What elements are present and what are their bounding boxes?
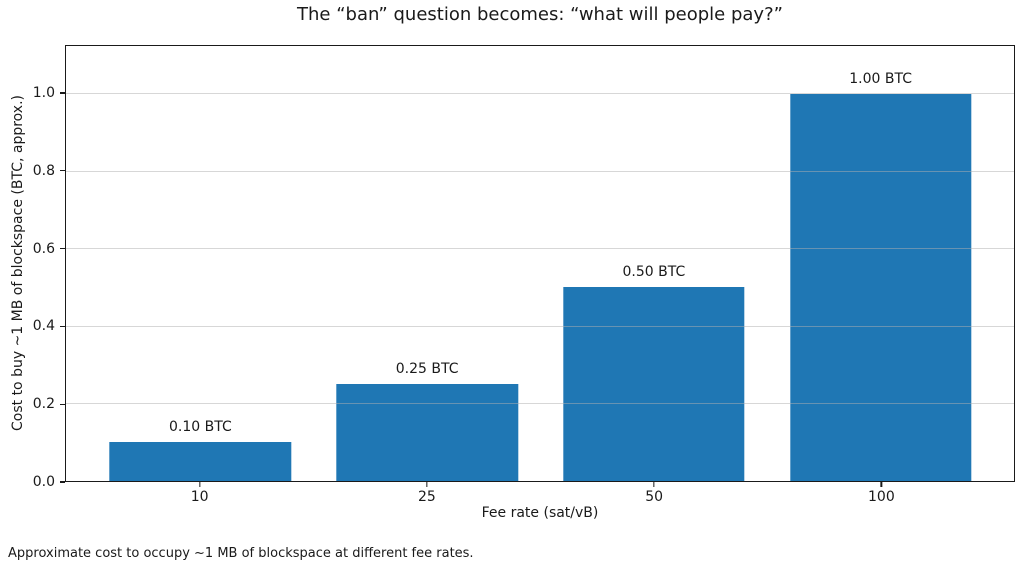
x-axis-label: Fee rate (sat/vB) [481, 505, 599, 521]
y-tick-label: 0.6 [32, 240, 55, 257]
x-tick: 50 [541, 482, 768, 508]
figure-caption: Approximate cost to occupy ~1 MB of bloc… [8, 546, 474, 561]
bar-slot: 0.10 BTC [87, 46, 314, 481]
y-tick-mark [60, 481, 65, 483]
y-tick-mark [60, 403, 65, 405]
x-tick: 10 [86, 482, 313, 508]
y-tick-label: 0.4 [32, 318, 55, 335]
x-tick-mark [426, 482, 428, 487]
x-tick-label: 100 [868, 489, 895, 505]
y-axis-ticks: 0.0 0.2 0.4 0.6 0.8 1.0 [0, 0, 65, 573]
bar-series: 0.10 BTC 0.25 BTC 0.50 BTC 1.00 BTC [66, 46, 1014, 481]
chart-title: The “ban” question becomes: “what will p… [297, 4, 783, 25]
plot-area: 0.10 BTC 0.25 BTC 0.50 BTC 1.00 BTC [65, 45, 1015, 482]
y-tick-label: 0.8 [32, 162, 55, 179]
x-tick: 25 [313, 482, 540, 508]
x-tick-label: 25 [417, 489, 436, 505]
bar-value-label: 0.25 BTC [395, 361, 459, 378]
y-tick-mark [60, 92, 65, 94]
bar-slot: 0.50 BTC [541, 46, 768, 481]
x-tick-label: 10 [190, 489, 209, 505]
x-tick-mark [880, 482, 883, 487]
x-tick: 100 [768, 482, 995, 508]
y-tick-label: 0.2 [32, 396, 55, 413]
y-tick-mark [60, 170, 65, 172]
bar-value-label: 0.50 BTC [622, 264, 686, 281]
bar-value-label: 0.10 BTC [169, 419, 232, 436]
y-tick-mark [60, 325, 65, 328]
bar [109, 442, 292, 481]
bar-slot: 1.00 BTC [767, 46, 994, 481]
x-axis-ticks: 10 25 50 100 [65, 482, 1015, 508]
y-tick-label: 1.0 [32, 84, 55, 101]
bar-value-label: 1.00 BTC [849, 70, 912, 87]
x-tick-label: 50 [645, 489, 664, 505]
bar [789, 93, 972, 481]
x-tick-mark [653, 482, 655, 487]
y-tick-mark [60, 247, 65, 250]
x-tick-mark [198, 482, 201, 487]
y-tick-label: 0.0 [32, 474, 55, 490]
bar-slot: 0.25 BTC [314, 46, 541, 481]
bar [563, 287, 745, 481]
bar [336, 384, 518, 481]
